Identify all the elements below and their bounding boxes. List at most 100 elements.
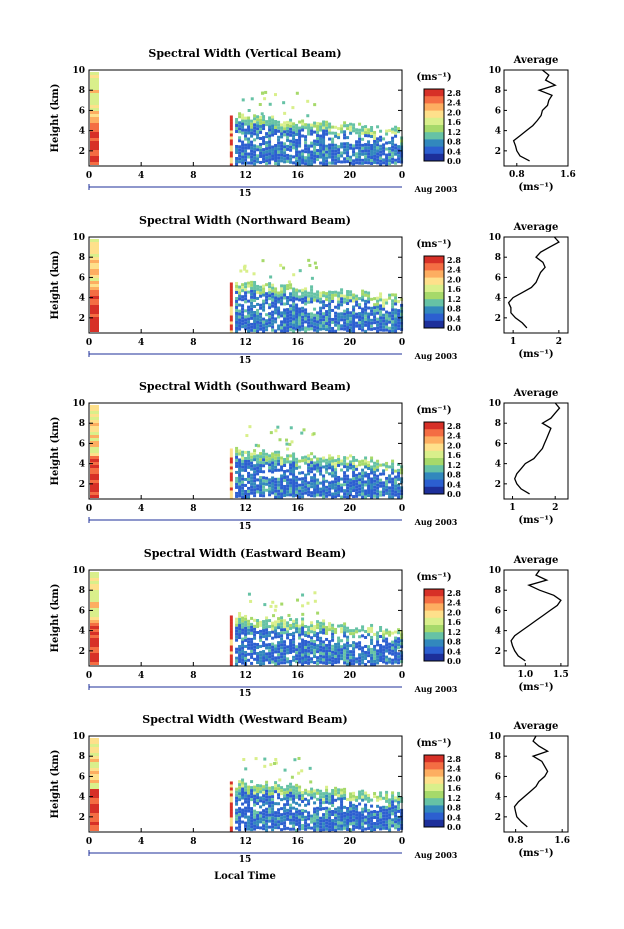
heatmap-cell [289,481,293,485]
heatmap-cell [250,119,254,123]
heatmap-cell [90,132,93,135]
average-profile-line [513,735,550,828]
heatmap-cell [241,143,245,147]
heatmap-cell [394,475,398,479]
heatmap-cell [256,655,260,659]
heatmap-cell [301,641,305,645]
heatmap-cell [340,654,344,658]
heatmap-cell [238,285,242,289]
heatmap-cell [304,639,308,643]
heatmap-cell [301,626,305,630]
colorbar-swatch [424,472,444,481]
heatmap-cell [238,654,242,658]
heatmap-cell [274,820,278,824]
heatmap-cell [96,822,99,825]
heatmap-cell [238,479,242,483]
heatmap-cell [289,325,293,329]
heatmap-cell [328,122,332,126]
heatmap-cell [397,661,401,665]
heatmap-cell [241,480,245,484]
heatmap-cell [307,153,311,157]
heatmap-cell [394,146,398,150]
heatmap-cell [313,828,317,832]
heatmap-cell [265,798,269,802]
heatmap-cell [250,786,254,790]
heatmap-cell [256,625,260,629]
heatmap-cell [397,791,401,795]
colorbar-tick-label: 2.8 [447,754,461,764]
heatmap-cell [295,475,299,479]
heatmap-cell [364,317,368,321]
heatmap-cell [280,640,284,644]
avg-x-tick-label: 2 [556,337,562,347]
heatmap-cell [253,809,257,813]
heatmap-cell [256,457,260,461]
heatmap-cell [319,636,323,640]
heatmap-cell [292,128,296,132]
heatmap-cell [301,604,305,608]
heatmap-cell [90,90,93,93]
heatmap-cell [268,315,272,319]
heatmap-cell [241,640,245,644]
heatmap-cell [391,791,395,795]
heatmap-cell [313,307,317,311]
heatmap-cell [241,483,245,487]
heatmap-cell [229,633,233,637]
heatmap-cell [93,420,96,423]
heatmap-cell [93,495,96,498]
heatmap-cell [96,251,99,254]
heatmap-cell [310,621,314,625]
heatmap-cell [259,491,263,495]
heatmap-cell [253,126,257,130]
heatmap-cell [268,807,272,811]
heatmap-cell [283,302,287,306]
heatmap-cell [96,608,99,611]
heatmap-cell [259,461,263,465]
heatmap-cell [313,801,317,805]
heatmap-cell [292,314,296,318]
heatmap-cell [277,480,281,484]
heatmap-cell [325,494,329,498]
heatmap-cell [90,290,93,293]
heatmap-cell [391,154,395,158]
heatmap-cell [238,488,242,492]
heatmap-cell [250,637,254,641]
heatmap-cell [247,311,251,315]
heatmap-cell [352,653,356,657]
heatmap-cell [93,138,96,141]
heatmap-cell [93,263,96,266]
heatmap-cell [271,461,275,465]
heatmap-cell [367,660,371,664]
heatmap-cell [394,469,398,473]
heatmap-cell [322,480,326,484]
heatmap-cell [292,625,296,629]
heatmap-cell [265,120,269,124]
heatmap-cell [385,310,389,314]
heatmap-cell [346,462,350,466]
heatmap-cell [265,292,269,296]
heatmap-cell [229,151,233,155]
heatmap-cell [289,118,293,122]
heatmap-cell [259,151,263,155]
heatmap-cell [250,816,254,820]
heatmap-cell [337,490,341,494]
heatmap-cell [337,327,341,331]
heatmap-cell [250,813,254,817]
heatmap-cell [346,326,350,330]
heatmap-cell [250,798,254,802]
heatmap-cell [247,320,251,324]
heatmap-cell [283,472,287,476]
heatmap-cell [337,654,341,658]
heatmap-cell [238,624,242,628]
heatmap-cell [307,628,311,632]
heatmap-cell [250,458,254,462]
heatmap-cell [235,162,239,166]
heatmap-cell [322,159,326,163]
heatmap-cell [322,138,326,142]
heatmap-cell [391,145,395,149]
heatmap-cell [397,462,401,466]
heatmap-cell [286,657,290,661]
heatmap-cell [361,792,365,796]
panel-title: Spectral Width (Northward Beam) [139,214,351,227]
day-label: 15 [239,356,252,366]
